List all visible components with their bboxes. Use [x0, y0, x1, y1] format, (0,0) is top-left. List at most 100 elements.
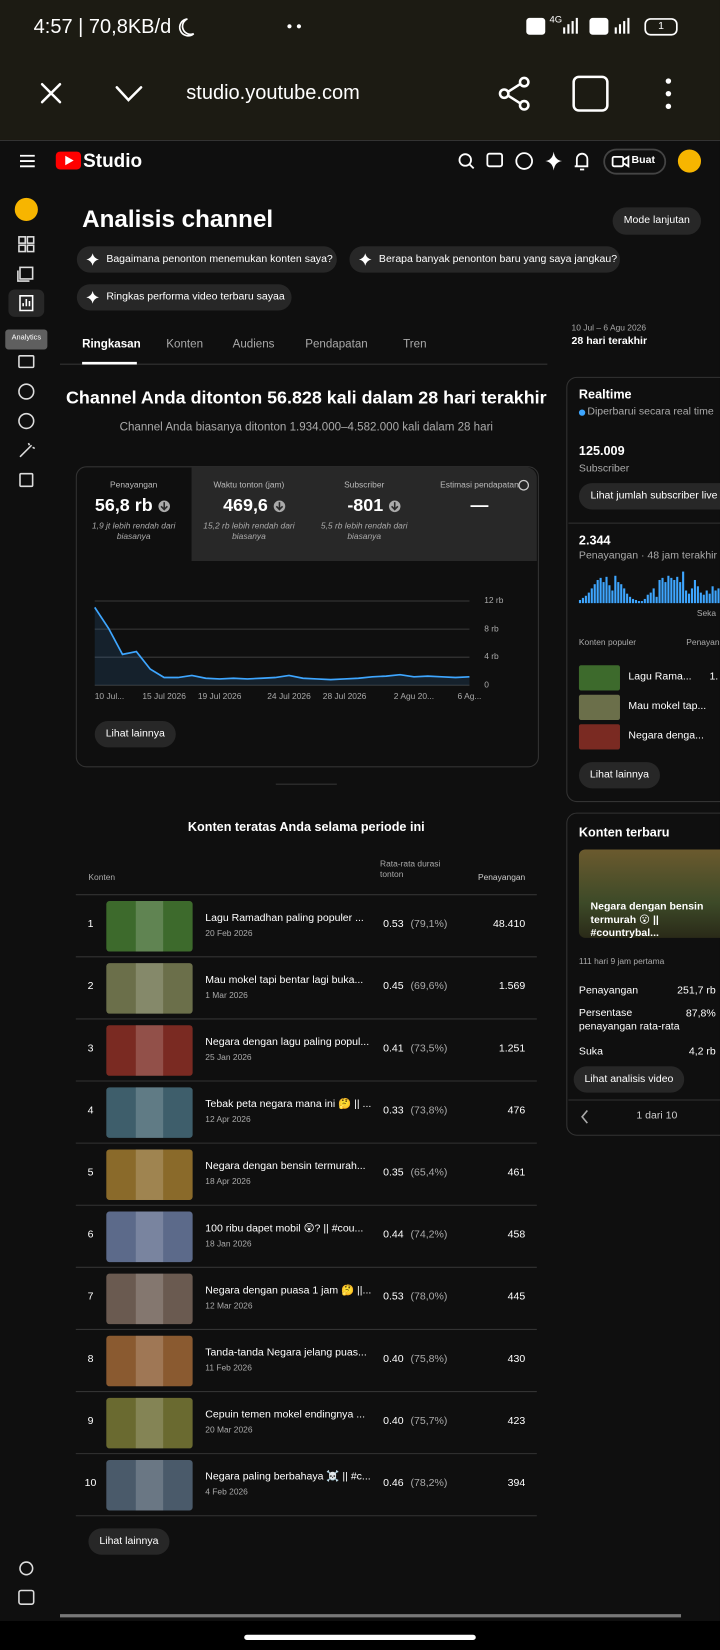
advanced-mode[interactable]: Mode lanjutan [623, 214, 690, 227]
stat-label: Suka [578, 1046, 603, 1058]
rank: 7 [87, 1291, 94, 1303]
column-header: Konten [88, 872, 116, 883]
rank: 3 [87, 1042, 94, 1055]
stat-value: 87,8% [685, 1008, 716, 1020]
see-more-button[interactable]: Lihat lainnya [589, 768, 650, 781]
video-title[interactable]: Negara paling berbahaya ☠️ || #c... [205, 1471, 371, 1483]
video-title[interactable]: 100 ribu dapet mobil 😲? || #cou... [205, 1222, 364, 1235]
tab[interactable]: Konten [166, 338, 204, 351]
suggestion-chip-bg[interactable] [76, 246, 337, 273]
views: 430 [507, 1353, 526, 1365]
metric-label[interactable]: Subscriber [344, 479, 385, 490]
thumbnail[interactable] [106, 1025, 193, 1076]
see-more-button-bg[interactable] [94, 721, 176, 748]
tab[interactable]: Tren [403, 338, 427, 351]
latest-thumbnail[interactable] [578, 849, 720, 938]
x-tick-label: 15 Jul 2026 [142, 691, 186, 702]
rank: 4 [87, 1104, 94, 1117]
avg-percent: (69,6%) [410, 980, 448, 993]
see-more-button[interactable]: Lihat lainnya [105, 727, 165, 740]
suggestion-chip[interactable]: Berapa banyak penonton baru yang saya ja… [378, 252, 618, 265]
thumbnail[interactable] [106, 1149, 193, 1200]
thumbnail[interactable] [106, 1273, 193, 1325]
thumbnail[interactable] [106, 1335, 193, 1387]
popular-thumbnail[interactable] [578, 724, 620, 750]
views: 461 [507, 1167, 526, 1179]
thumbnail-inner[interactable] [135, 1335, 164, 1387]
subheadline: Channel Anda biasanya ditonton 1.934.000… [119, 421, 493, 434]
advanced-mode-bg[interactable] [612, 207, 702, 235]
live-subscribers-button[interactable]: Lihat jumlah subscriber live [590, 489, 718, 502]
rank: 8 [87, 1353, 94, 1365]
tab[interactable]: Pendapatan [305, 338, 368, 351]
thumbnail[interactable] [106, 1397, 193, 1449]
x-tick-label: 2 Agu 20... [393, 691, 435, 702]
subscriber-count: 125.009 [578, 443, 625, 459]
thumbnail[interactable] [106, 1459, 193, 1511]
popular-thumbnail[interactable] [578, 665, 620, 691]
thumbnail[interactable] [106, 1087, 193, 1138]
thumbnail-inner[interactable] [135, 1211, 164, 1263]
avg-duration: 0.45 [383, 980, 404, 993]
popular-title[interactable]: Negara denga... [628, 730, 704, 742]
create-button[interactable]: Buat [631, 154, 655, 167]
metric-label[interactable]: Waktu tonton (jam) [213, 479, 285, 490]
sidebar-icons[interactable] [14, 197, 38, 1605]
period[interactable]: 28 hari terakhir [571, 335, 648, 348]
thumbnail-inner[interactable] [135, 1459, 164, 1511]
avg-percent: (78,2%) [410, 1477, 448, 1490]
thumbnail-inner[interactable] [135, 901, 164, 952]
network-type: 4G [549, 14, 563, 25]
video-title[interactable]: Tanda-tanda Negara jelang puas... [205, 1347, 367, 1359]
thumbnail-inner[interactable] [135, 963, 164, 1014]
live-subscribers-button-bg[interactable] [578, 483, 720, 510]
popular-thumbnail[interactable] [578, 694, 620, 720]
suggestion-chip[interactable]: Ringkas performa video terbaru sayaa [106, 290, 285, 303]
metric-label[interactable]: Penayangan [110, 479, 158, 490]
tab[interactable]: Ringkasan [82, 338, 141, 351]
rank: 5 [87, 1167, 94, 1179]
see-more-button-bg[interactable] [578, 762, 660, 789]
thumbnail-inner[interactable] [135, 1149, 164, 1200]
tab[interactable]: Audiens [232, 338, 275, 351]
column-header: Rata-rata durasi tonton [379, 858, 441, 879]
views: 394 [507, 1477, 526, 1490]
metric-label[interactable]: Estimasi pendapatan [440, 479, 519, 490]
popular-title[interactable]: Lagu Rama... [628, 671, 692, 683]
video-title[interactable]: Negara dengan bensin termurah... [205, 1160, 366, 1173]
y-tick-label: 4 rb [484, 651, 499, 662]
tooltip: Analytics [11, 334, 42, 342]
video-title[interactable]: Negara dengan lagu paling popul... [205, 1036, 370, 1049]
video-analytics-button-bg[interactable] [573, 1066, 685, 1093]
thumbnail-inner[interactable] [135, 1025, 164, 1076]
see-more-button-bg[interactable] [88, 1528, 170, 1555]
thumbnail-inner[interactable] [135, 1087, 164, 1138]
suggestion-chip[interactable]: Bagaimana penonton menemukan konten saya… [106, 252, 333, 265]
latest-caption[interactable]: Negara dengan bensin termurah 😮 || #coun… [590, 901, 704, 939]
suggestion-chip-bg[interactable] [349, 246, 620, 273]
section-title: Konten teratas Anda selama periode ini [187, 819, 425, 835]
suggestion-chip-bg[interactable] [76, 284, 292, 311]
avg-duration: 0.40 [383, 1415, 404, 1428]
video-title[interactable]: Cepuin temen mokel endingnya ... [205, 1409, 366, 1421]
popular-label: Konten populer [578, 637, 637, 648]
home-indicator[interactable] [244, 1634, 476, 1640]
video-title[interactable]: Tebak peta negara mana ini 🤔 || ... [205, 1098, 372, 1111]
popular-title[interactable]: Mau mokel tap... [628, 700, 707, 713]
video-date: 12 Mar 2026 [205, 1301, 253, 1311]
video-date: 1 Mar 2026 [205, 990, 248, 1000]
url[interactable]: studio.youtube.com [186, 82, 360, 105]
video-analytics-button[interactable]: Lihat analisis video [584, 1072, 674, 1085]
see-more-button[interactable]: Lihat lainnya [99, 1534, 159, 1547]
latest-card [566, 812, 720, 1136]
thumbnail[interactable] [106, 901, 193, 952]
views: 1.569 [498, 980, 526, 993]
video-title[interactable]: Mau mokel tapi bentar lagi buka... [205, 974, 364, 987]
thumbnail[interactable] [106, 1211, 193, 1263]
video-title[interactable]: Lagu Ramadhan paling populer ... [205, 912, 364, 924]
thumbnail-inner[interactable] [135, 1397, 164, 1449]
video-title[interactable]: Negara dengan puasa 1 jam 🤔 ||... [205, 1284, 372, 1297]
thumbnail-inner[interactable] [135, 1273, 164, 1325]
avg-duration: 0.40 [383, 1353, 404, 1365]
thumbnail[interactable] [106, 963, 193, 1014]
